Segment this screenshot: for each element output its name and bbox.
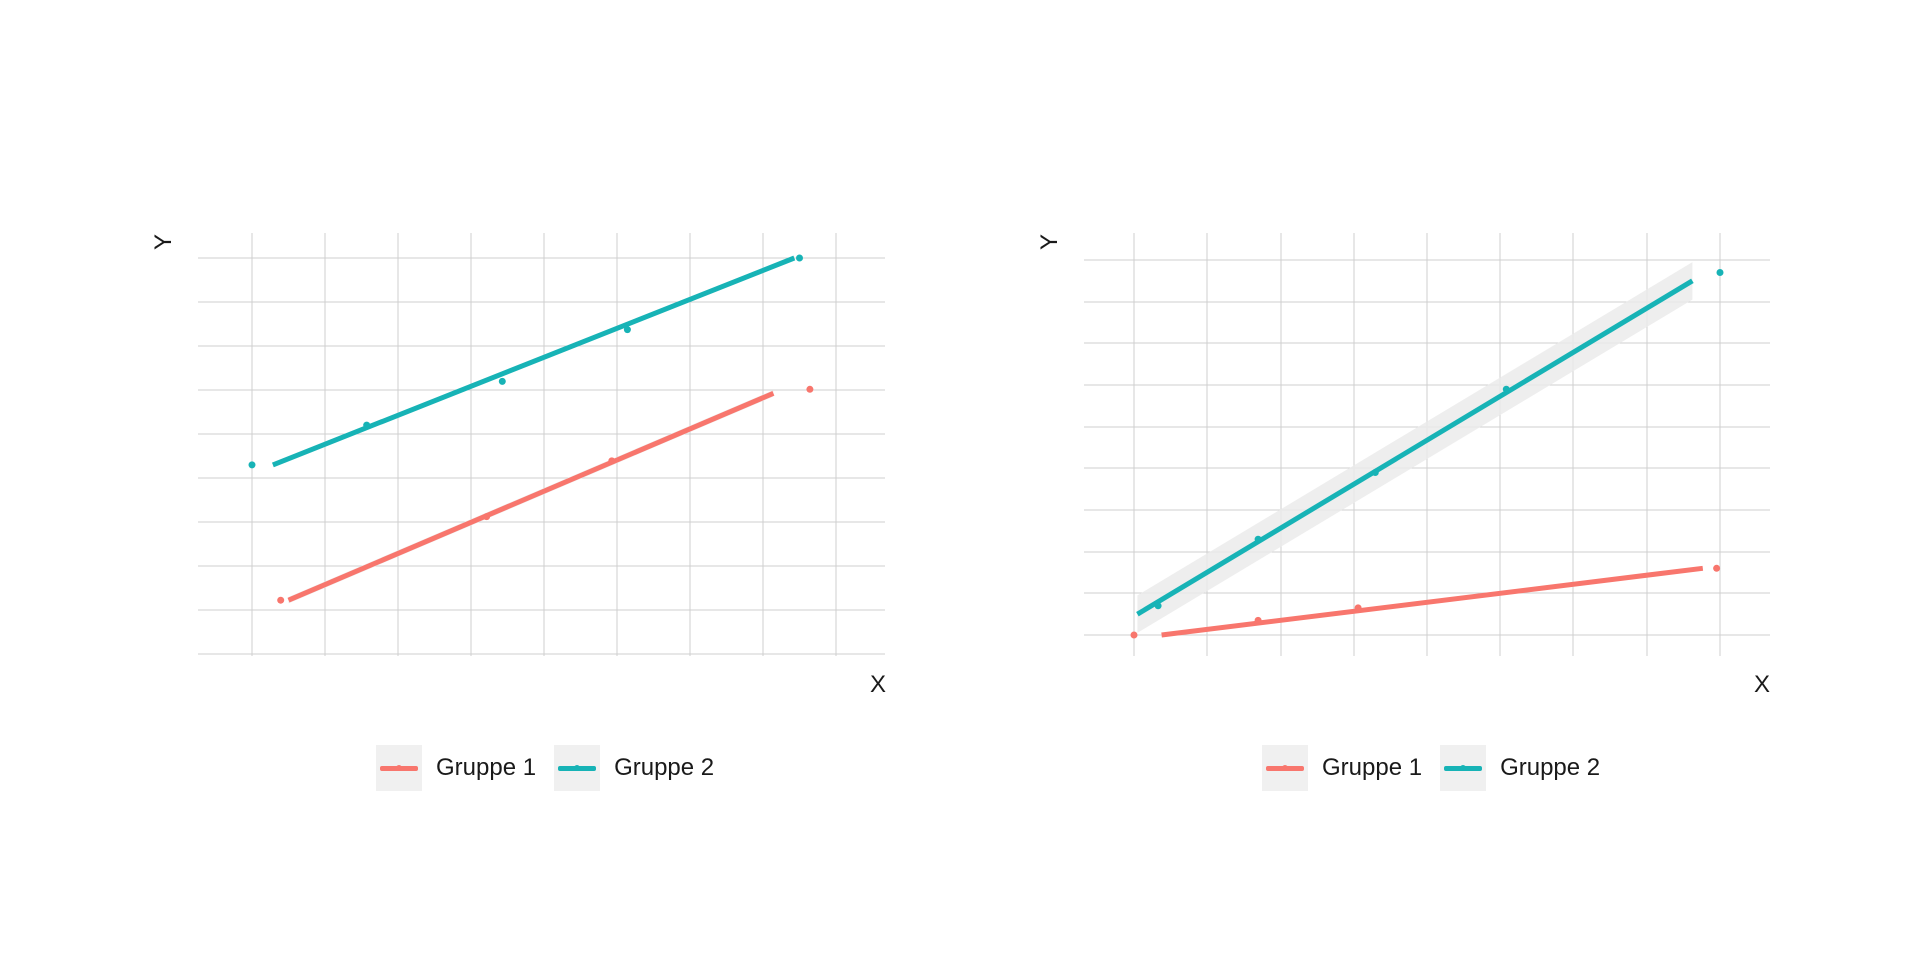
legend-item-gruppe-2: Gruppe 2 [1440,745,1600,791]
data-point-gruppe-2 [498,377,506,385]
left-panel-confidence-bands [272,256,795,604]
right-legend: Gruppe 1 Gruppe 2 [1262,744,1600,792]
data-point-gruppe-2 [623,326,631,334]
legend-label-gruppe-2: Gruppe 2 [1500,754,1601,781]
data-point-gruppe-2 [1371,469,1379,476]
legend-key-gruppe-1 [376,745,422,791]
data-point-gruppe-2 [248,461,256,469]
legend-item-gruppe-1: Gruppe 1 [1262,745,1422,791]
fit-line-gruppe-1 [1161,565,1704,638]
data-point-gruppe-1 [806,385,814,393]
left-panel-grid [198,233,885,656]
data-point-gruppe-2 [1716,269,1724,276]
data-point-gruppe-2 [1254,535,1262,543]
data-point-gruppe-1 [1130,631,1138,639]
data-point-gruppe-1 [483,513,491,521]
fit-line-gruppe-2 [1136,278,1694,617]
right-panel-y-axis-label: Y [1036,234,1063,250]
legend-item-gruppe-1: Gruppe 1 [376,745,536,791]
legend-label-gruppe-1: Gruppe 1 [436,754,537,781]
data-point-gruppe-2 [363,421,371,429]
fit-line-gruppe-1 [287,391,775,603]
left-legend: Gruppe 1 Gruppe 2 [376,744,714,792]
legend-item-gruppe-2: Gruppe 2 [554,745,714,791]
left-panel-points [248,254,814,604]
left-panel-fit-lines [271,255,796,603]
left-panel-y-axis-label: Y [150,234,177,250]
right-panel-fit-lines [1136,278,1704,638]
legend-label-gruppe-2: Gruppe 2 [614,754,715,781]
data-point-gruppe-2 [1154,602,1162,610]
data-point-gruppe-2 [796,254,803,262]
fit-line-gruppe-2 [271,255,796,468]
left-panel: Y X [150,233,886,698]
data-point-gruppe-1 [1713,564,1721,572]
legend-key-gruppe-1 [1262,745,1308,791]
data-point-gruppe-2 [1502,385,1510,393]
data-point-gruppe-1 [277,596,285,604]
right-panel: Y X [1036,233,1770,698]
legend-key-gruppe-2 [554,745,601,791]
data-point-gruppe-1 [608,457,616,465]
data-point-gruppe-1 [1254,616,1262,624]
left-panel-x-axis-label: X [870,671,886,698]
legend-label-gruppe-1: Gruppe 1 [1322,754,1423,781]
legend-key-gruppe-2 [1440,745,1487,791]
right-panel-x-axis-label: X [1754,671,1770,698]
data-point-gruppe-1 [1354,604,1362,612]
right-panel-points [1130,269,1724,639]
